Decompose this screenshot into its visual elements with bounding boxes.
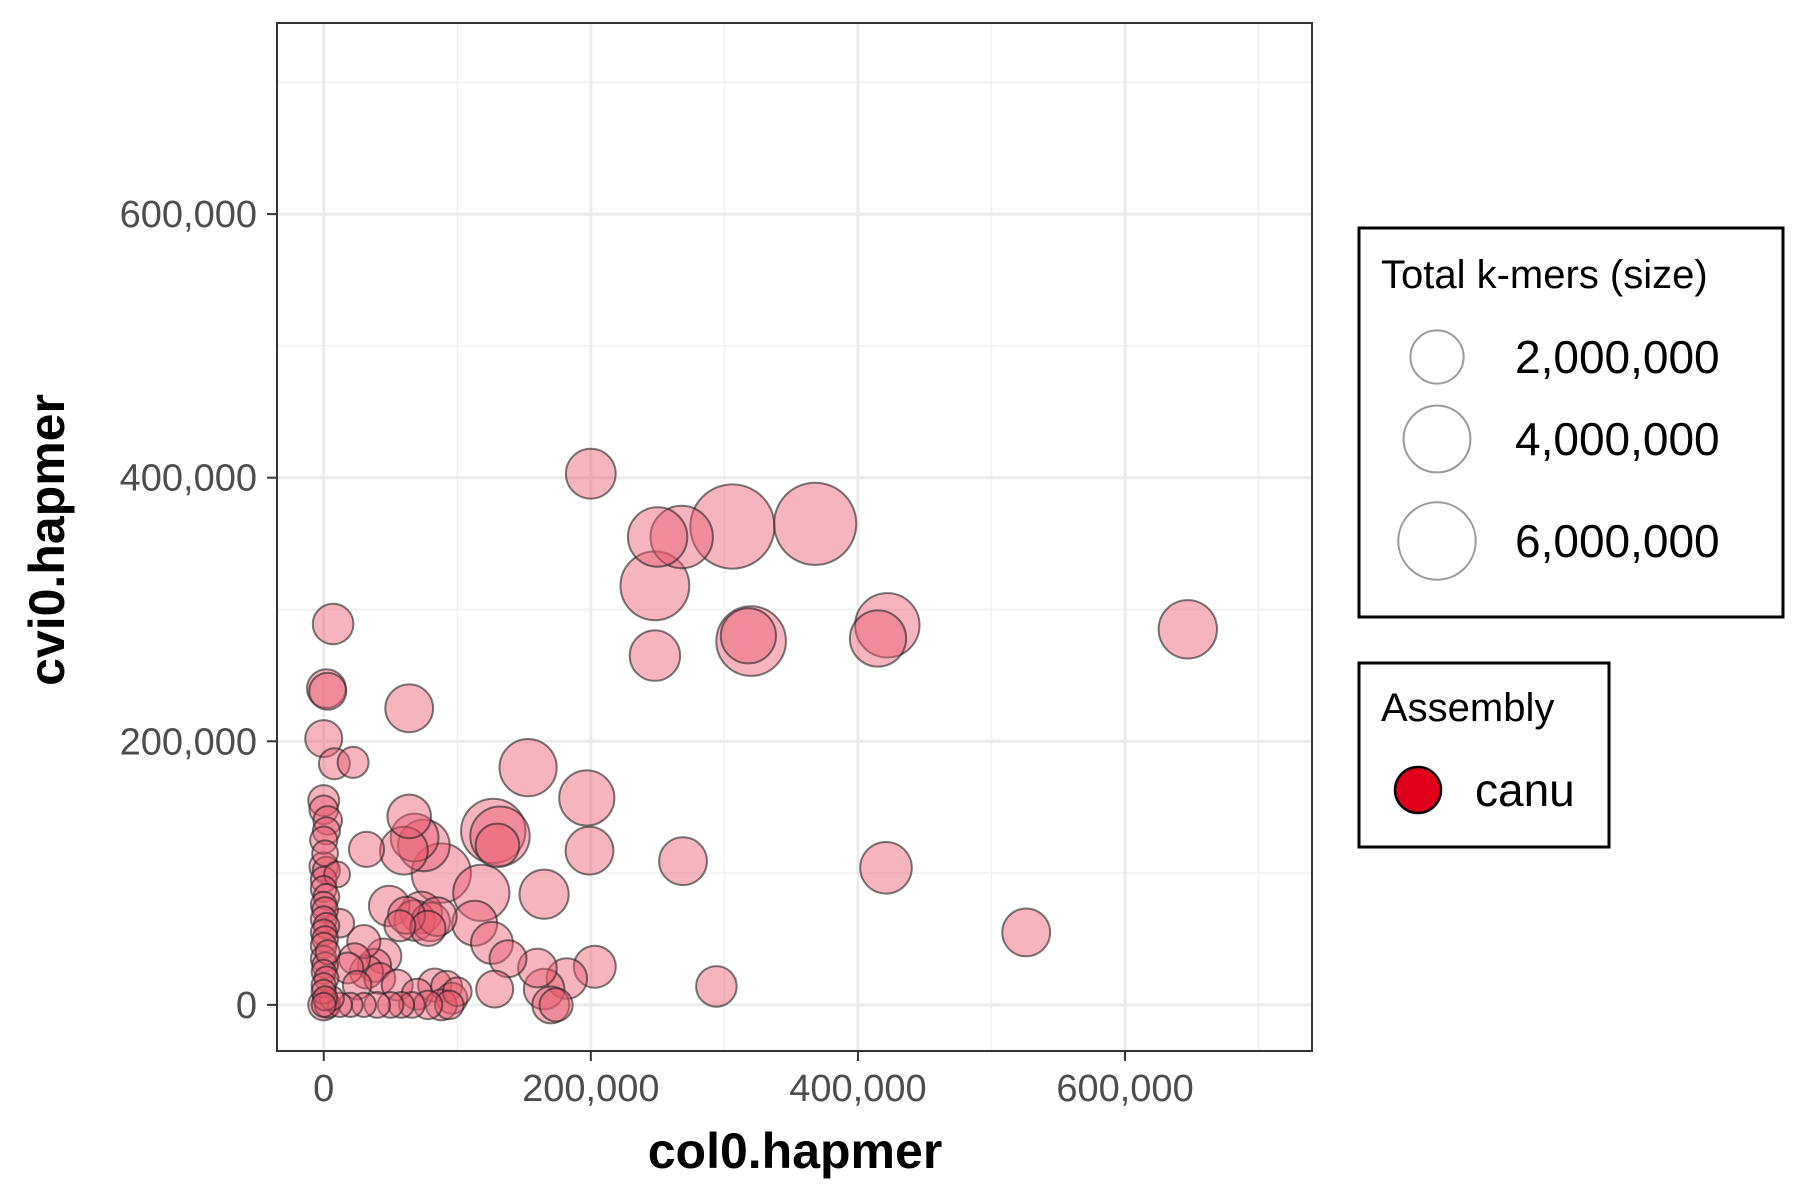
data-point — [695, 965, 738, 1008]
data-point — [564, 447, 617, 500]
data-point — [379, 825, 429, 876]
plot-panel — [276, 22, 1313, 1052]
data-point — [628, 629, 682, 682]
data-point — [346, 924, 382, 960]
size-legend-label: 4,000,000 — [1515, 413, 1720, 465]
data-point — [383, 909, 417, 943]
size-legend-title: Total k-mers (size) — [1381, 253, 1708, 297]
size-legend-key — [1409, 329, 1465, 385]
x-tick-label: 200,000 — [522, 1068, 659, 1110]
data-point — [314, 939, 341, 966]
data-point — [311, 602, 355, 646]
size-legend-key — [1402, 404, 1472, 474]
data-point — [386, 793, 433, 840]
data-point — [307, 784, 341, 818]
data-point — [626, 506, 689, 568]
y-tick-label: 600,000 — [120, 194, 257, 236]
data-point — [572, 944, 617, 989]
x-axis-title: col0.hapmer — [648, 1123, 943, 1179]
color-legend-box — [1357, 661, 1611, 849]
series-canu — [304, 447, 1219, 1025]
data-point — [310, 972, 337, 999]
data-point — [649, 504, 714, 570]
data-point — [470, 920, 514, 965]
data-point — [363, 991, 392, 1019]
data-point — [308, 671, 348, 711]
data-point — [336, 745, 370, 779]
data-point — [434, 989, 465, 1021]
y-tick-label: 200,000 — [120, 721, 257, 763]
data-point — [452, 863, 511, 922]
data-point — [367, 884, 411, 928]
x-tick-label: 0 — [313, 1068, 334, 1110]
y-tick-label: 400,000 — [120, 458, 257, 500]
data-point — [848, 609, 908, 668]
data-point — [518, 868, 570, 920]
data-point — [416, 896, 458, 937]
data-point — [475, 969, 515, 1009]
size-legend-key — [1397, 501, 1477, 581]
data-point — [469, 805, 531, 867]
color-legend: Assembly canu — [1357, 661, 1611, 849]
legend-label-canu: canu — [1475, 764, 1575, 816]
data-point — [558, 769, 616, 827]
x-tick-label: 400,000 — [789, 1068, 926, 1110]
data-point — [1157, 599, 1219, 660]
data-point — [564, 825, 615, 876]
data-point — [397, 818, 451, 873]
x-tick-label: 600,000 — [1056, 1068, 1193, 1110]
panel-background — [277, 23, 1312, 1051]
data-point — [854, 592, 921, 659]
y-tick-label: 0 — [236, 985, 257, 1027]
size-legend-label: 2,000,000 — [1515, 331, 1720, 383]
data-point — [310, 991, 337, 1019]
data-point — [474, 822, 521, 869]
data-point — [384, 683, 435, 734]
data-point — [460, 797, 527, 865]
panel-border — [276, 22, 1313, 1052]
color-legend-title: Assembly — [1381, 686, 1554, 730]
data-point — [317, 747, 351, 781]
data-point — [517, 947, 558, 989]
data-point — [658, 836, 708, 887]
data-point — [387, 991, 416, 1019]
size-legend-label: 6,000,000 — [1515, 515, 1720, 567]
y-axis: 0 200,000 400,000 600,000 — [120, 194, 277, 1027]
legend-key-canu — [1393, 765, 1443, 815]
size-legend-box — [1357, 226, 1785, 619]
data-point — [773, 481, 858, 566]
size-legend: Total k-mers (size) 2,000,000 4,000,000 6,… — [1357, 226, 1785, 619]
x-axis: 0 200,000 400,000 600,000 — [313, 1051, 1194, 1110]
data-point — [409, 909, 447, 948]
data-point — [719, 607, 778, 665]
data-point — [347, 830, 386, 869]
data-point — [1001, 907, 1052, 958]
data-point — [498, 738, 558, 798]
data-point — [398, 991, 426, 1019]
data-point — [538, 987, 574, 1023]
data-point — [859, 841, 913, 895]
y-axis-title: cvi0.hapmer — [19, 394, 75, 686]
